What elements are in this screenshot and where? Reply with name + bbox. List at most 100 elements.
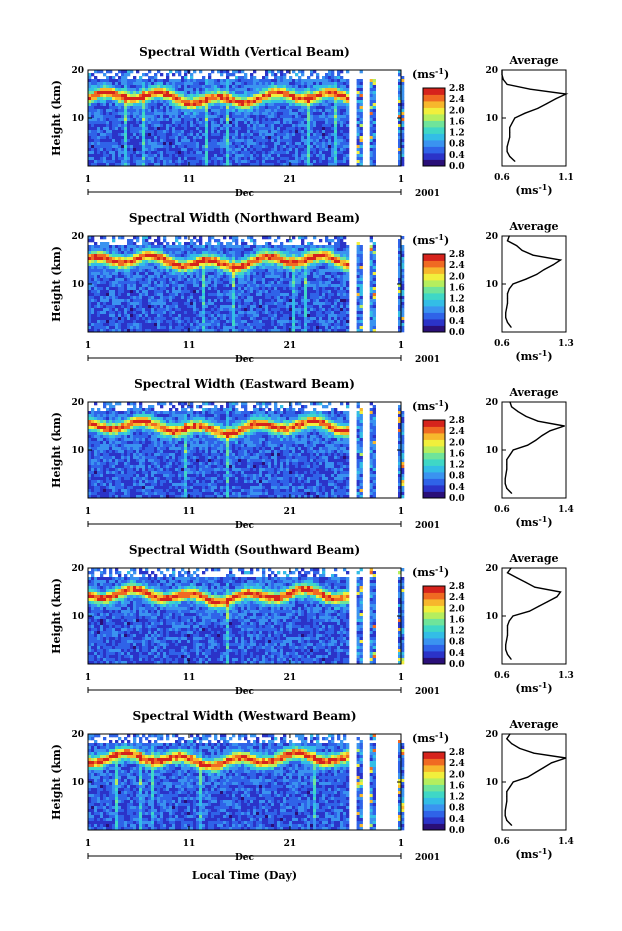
heatmap-cell [346,97,350,101]
heatmap-cell [325,151,329,155]
heatmap-cell [268,91,272,95]
heatmap-cell [325,85,329,89]
heatmap-cell [211,118,215,122]
heatmap-cell [142,323,146,327]
heatmap-cell [310,112,314,116]
heatmap-cell [154,305,158,309]
heatmap-cell [369,160,373,164]
heatmap-cell [139,85,143,89]
heatmap-cell [142,79,146,83]
heatmap-cell [154,97,158,101]
heatmap-cell [136,145,140,149]
heatmap-cell [121,290,125,294]
heatmap-cell [115,88,119,92]
heatmap-cell [214,296,218,300]
heatmap-cell [280,275,284,279]
heatmap-cell [316,106,320,110]
heatmap-cell [118,236,122,240]
heatmap-cell [211,257,215,261]
heatmap-cell [223,163,227,167]
colorbar-swatch [423,146,445,154]
heatmap-cell [331,115,335,119]
heatmap-cell [151,85,155,89]
heatmap-cell [109,317,113,321]
heatmap-cell [310,154,314,158]
heatmap-cell [280,293,284,297]
heatmap-cell [127,151,131,155]
y-tick-label: 20 [71,66,84,76]
heatmap-cell [175,79,179,83]
heatmap-cell [268,266,272,270]
heatmap-cell [109,296,113,300]
heatmap-cell [121,320,125,324]
heatmap-cell [211,329,215,333]
heatmap-cell [112,139,116,143]
heatmap-cell [334,154,338,158]
heatmap-cell [115,245,119,249]
heatmap-cell [190,157,194,161]
heatmap-cell [208,124,212,128]
heatmap-cell [238,293,242,297]
heatmap-cell [112,317,116,321]
heatmap-cell [166,260,170,264]
heatmap-cell [328,142,332,146]
heatmap-cell [265,139,269,143]
heatmap-cell [130,251,134,255]
heatmap-cell [247,157,251,161]
heatmap-cell [181,314,185,318]
heatmap-cell [175,308,179,312]
heatmap-cell [88,151,92,155]
heatmap-cell [214,148,218,152]
heatmap-cell [271,272,275,276]
heatmap-cell [271,305,275,309]
heatmap-cell [190,284,194,288]
heatmap-cell [298,97,302,101]
heatmap-cell [157,287,161,291]
heatmap-cell [193,323,197,327]
heatmap-cell [163,323,167,327]
heatmap-cell [103,121,107,125]
heatmap-cell [316,115,320,119]
heatmap-cell [401,133,405,137]
heatmap-cell [190,275,194,279]
heatmap-cell [211,160,215,164]
heatmap-cell [319,106,323,110]
heatmap-cell [214,136,218,140]
heatmap-cell [265,260,269,264]
heatmap-cell [280,103,284,107]
heatmap-cell [238,254,242,258]
heatmap-cell [169,248,173,252]
heatmap-cell [304,109,308,113]
heatmap-cell [163,118,167,122]
heatmap-cell [289,106,293,110]
heatmap-cell [268,248,272,252]
heatmap-cell [127,305,131,309]
heatmap-cell [124,115,128,119]
heatmap-cell [223,248,227,252]
heatmap-cell [91,257,95,261]
heatmap-cell [202,100,206,104]
heatmap-cell [106,245,110,249]
heatmap-cell [178,329,182,333]
heatmap-cell [295,112,299,116]
average-point [509,131,511,133]
heatmap-cell [401,163,405,167]
heatmap-cell [268,293,272,297]
heatmap-cell [238,124,242,128]
heatmap-cell [133,154,137,158]
heatmap-cell [88,281,92,285]
heatmap-cell [100,263,104,267]
heatmap-cell [274,293,278,297]
heatmap-cell [259,106,263,110]
heatmap-cell [193,115,197,119]
heatmap-cell [271,139,275,143]
heatmap-cell [169,70,173,74]
heatmap-cell [124,305,128,309]
heatmap-cell [157,242,161,246]
heatmap-cell [262,251,266,255]
heatmap-cell [220,281,224,285]
heatmap-cell [142,154,146,158]
heatmap-cell [280,118,284,122]
heatmap-cell [88,293,92,297]
heatmap-cell [283,320,287,324]
